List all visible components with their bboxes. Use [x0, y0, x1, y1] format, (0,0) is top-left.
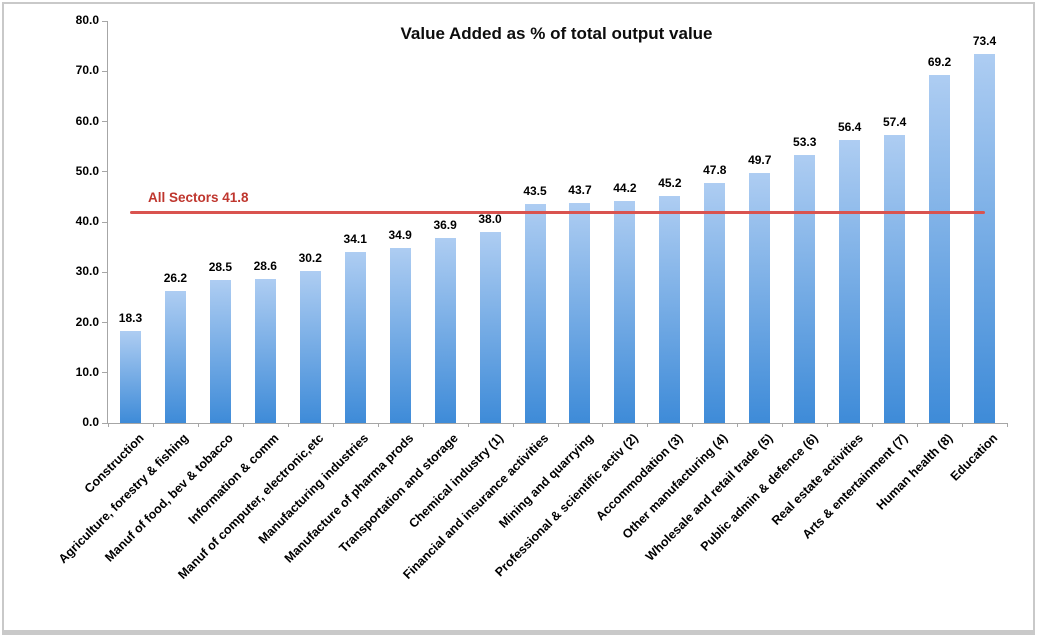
- bar: [614, 200, 636, 423]
- x-axis-tick: [512, 423, 514, 427]
- y-axis-tick-label: 50.0: [75, 163, 99, 178]
- y-axis-tick-label: 70.0: [75, 63, 99, 78]
- bar-value-label: 45.2: [658, 175, 682, 190]
- bar: [704, 182, 726, 423]
- bar: [389, 247, 411, 423]
- bar-value-label: 43.5: [523, 184, 547, 199]
- bar: [119, 331, 141, 423]
- bar-value-label: 26.2: [163, 271, 188, 286]
- y-axis-tick: [102, 271, 107, 273]
- reference-line-label: All Sectors 41.8: [148, 189, 249, 205]
- y-axis-tick: [102, 372, 107, 374]
- y-axis-tick-label: 0.0: [82, 415, 99, 429]
- x-axis-tick: [152, 423, 154, 427]
- reference-line: [130, 211, 985, 215]
- y-axis-tick-label: 10.0: [75, 364, 99, 379]
- bar-value-label: 47.8: [703, 162, 727, 177]
- bar: [929, 75, 951, 423]
- bar: [839, 139, 861, 423]
- y-axis-tick: [102, 121, 107, 122]
- bar-value-label: 30.2: [298, 251, 322, 266]
- x-axis-tick: [287, 423, 289, 427]
- x-axis-tick: [917, 423, 919, 427]
- x-axis-tick: [108, 423, 109, 427]
- x-axis-tick: [467, 423, 469, 427]
- bar: [254, 279, 276, 423]
- category-label: Education: [947, 431, 1001, 484]
- bar-value-label: 53.3: [793, 135, 817, 150]
- y-axis-tick: [102, 20, 107, 22]
- bar-value-label: 73.4: [972, 34, 997, 49]
- bar-value-label: 28.6: [253, 259, 277, 274]
- y-axis-tick-label: 20.0: [75, 314, 99, 329]
- bar-value-label: 49.7: [748, 153, 772, 168]
- y-axis-tick: [102, 70, 107, 72]
- y-axis-tick: [102, 171, 107, 173]
- plot-area: All Sectors 41.8 18.3 Construction 26.2 Agr…: [56, 13, 1008, 582]
- bar: [659, 195, 681, 423]
- x-axis-tick: [422, 423, 424, 427]
- x-axis-tick: [197, 423, 199, 427]
- bar: [749, 173, 771, 423]
- x-axis-tick: [962, 423, 964, 427]
- y-axis-tick-label: 30.0: [75, 264, 99, 279]
- bar-value-label: 34.1: [343, 231, 367, 246]
- bar-value-label: 28.5: [208, 259, 233, 274]
- x-axis-tick: [782, 423, 784, 427]
- x-axis-tick: [557, 423, 559, 427]
- bar: [569, 203, 591, 423]
- category-label: Accommodation (3): [593, 431, 686, 524]
- bar-value-label: 56.4: [837, 119, 862, 134]
- y-axis-tick-label: 40.0: [75, 214, 99, 228]
- bar: [299, 271, 321, 423]
- bar: [524, 204, 546, 423]
- y-axis-tick-label: 60.0: [75, 113, 99, 128]
- bar-value-label: 44.2: [613, 180, 637, 195]
- bar: [479, 232, 501, 423]
- bar-value-label: 69.2: [927, 55, 952, 70]
- bar: [884, 134, 906, 423]
- bar-value-label: 43.7: [568, 183, 592, 198]
- x-axis-tick: [1007, 423, 1008, 427]
- x-axis-tick: [377, 423, 379, 427]
- bar: [164, 291, 186, 423]
- x-axis-tick: [647, 423, 649, 427]
- x-axis-tick: [692, 423, 694, 427]
- x-axis-tick: [827, 423, 829, 427]
- bar: [209, 279, 231, 423]
- x-axis-tick: [602, 423, 604, 427]
- y-axis-tick: [102, 221, 107, 223]
- y-axis-tick-label: 80.0: [75, 13, 99, 27]
- x-axis-tick: [242, 423, 244, 427]
- bar-value-label: 34.9: [388, 227, 412, 242]
- bar: [974, 54, 996, 423]
- bar: [344, 251, 366, 423]
- bar: [434, 237, 456, 423]
- bar: [794, 155, 816, 423]
- bar-value-label: 38.0: [478, 212, 502, 227]
- y-axis-tick: [102, 322, 107, 323]
- y-axis-tick: [102, 422, 107, 424]
- bar-value-label: 18.3: [118, 311, 143, 326]
- chart-title: Value Added as % of total output value: [400, 24, 713, 43]
- bar-value-label: 36.9: [433, 217, 457, 232]
- x-axis-tick: [737, 423, 739, 427]
- x-axis-tick: [872, 423, 874, 427]
- x-axis-tick: [332, 423, 334, 427]
- bar-value-label: 57.4: [882, 114, 907, 129]
- category-label: Human health (8): [873, 431, 956, 513]
